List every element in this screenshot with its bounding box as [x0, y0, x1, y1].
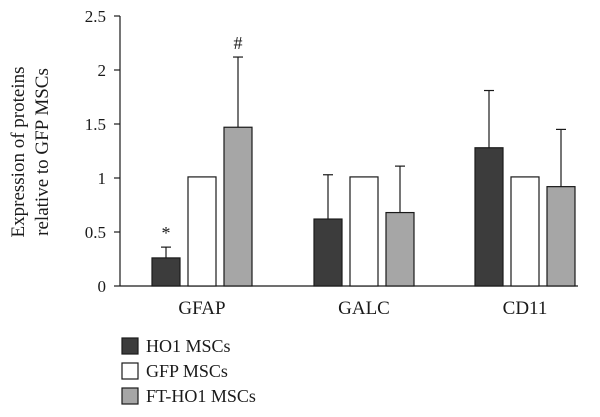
y-axis-label-line: Expression of proteins [8, 67, 29, 238]
bar-0-2 [474, 147, 504, 287]
y-tick-label: 0.5 [85, 223, 106, 242]
y-tick-label: 0 [98, 277, 107, 296]
bar-2-1 [385, 211, 415, 287]
legend-label: FT-HO1 MSCs [146, 386, 256, 406]
y-tick-label: 1 [98, 169, 107, 188]
bar-1-2 [510, 176, 540, 287]
bar-0-0 [151, 257, 181, 287]
x-category-label: GFAP [178, 298, 225, 319]
y-tick-label: 2.5 [85, 7, 106, 26]
x-category-label: CD11 [503, 298, 548, 319]
y-tick-label: 1.5 [85, 115, 106, 134]
legend-swatch [121, 387, 139, 405]
legend: HO1 MSCs GFP MSCs FT-HO1 MSCs [121, 336, 256, 406]
bar-1-0 [187, 176, 217, 287]
legend-label: HO1 MSCs [146, 336, 231, 356]
bar-0-1 [313, 218, 343, 287]
bar-2-0 [223, 126, 253, 287]
legend-label: GFP MSCs [146, 361, 228, 381]
bar-1-1 [349, 176, 379, 287]
bars: *# [151, 33, 576, 287]
legend-swatch [121, 362, 139, 380]
axes: 0 0.5 1 1.5 2 2.5 GFAP GALC CD11 [85, 7, 578, 319]
y-axis-label-line: relative to GFP MSCs [32, 68, 53, 236]
legend-swatch [121, 337, 139, 355]
x-category-label: GALC [338, 298, 390, 319]
y-tick-label: 2 [98, 61, 107, 80]
significance-marker: # [234, 33, 243, 53]
bar-2-2 [546, 186, 576, 287]
y-axis-label: Expression of proteins relative to GFP MS… [8, 67, 53, 238]
significance-marker: * [162, 223, 171, 243]
